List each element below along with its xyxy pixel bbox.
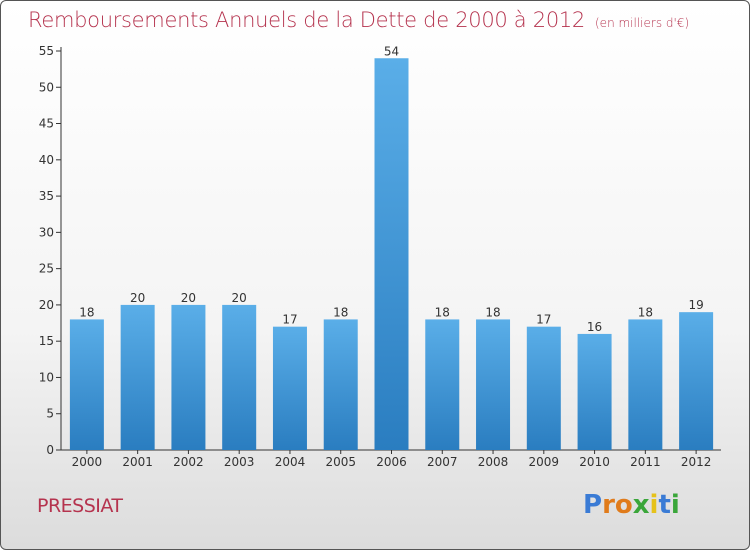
logo-letter: i [649,490,659,520]
y-tick-label: 35 [39,189,54,203]
logo-letter: x [632,490,650,520]
bar [222,304,257,450]
logo-letter: i [670,490,680,520]
x-tick-label: 2007 [427,455,458,469]
bar-value-label: 18 [485,305,500,319]
logo-letter: o [614,490,633,520]
bar [374,58,409,450]
y-tick-label: 5 [46,407,54,421]
bar [628,319,663,450]
y-tick-label: 15 [39,334,54,348]
bar-value-label: 18 [638,305,653,319]
title-text: Remboursements Annuels de la Dette de 20… [28,8,585,32]
bar-value-label: 18 [435,305,450,319]
x-tick-label: 2010 [579,455,610,469]
proxiti-logo: Proxiti [583,490,680,520]
bar-value-label: 17 [282,313,297,327]
y-tick-label: 45 [39,117,54,131]
y-tick-label: 40 [39,153,54,167]
bar-value-label: 17 [536,313,551,327]
logo-letter: P [583,490,603,520]
x-tick-label: 2001 [122,455,153,469]
x-tick-label: 2008 [478,455,509,469]
city-name: PRESSIAT [37,495,123,517]
x-tick-label: 2009 [529,455,560,469]
y-tick-label: 10 [39,370,54,384]
bar-value-label: 18 [79,305,94,319]
bar-value-label: 19 [688,298,703,312]
bar [272,326,307,450]
bar-value-label: 20 [181,291,196,305]
y-tick-label: 50 [39,80,54,94]
bar [120,304,155,450]
x-tick-label: 2003 [224,455,255,469]
x-tick-label: 2006 [376,455,407,469]
chart-subtitle: (en milliers d'€) [595,16,690,30]
logo-letter: t [658,490,671,520]
logo-letter: r [602,490,615,520]
bar-value-label: 18 [333,305,348,319]
bar [69,319,104,450]
bar [323,319,358,450]
bar [526,326,561,450]
bar-value-label: 16 [587,320,602,334]
x-tick-label: 2004 [275,455,306,469]
x-tick-label: 2011 [630,455,661,469]
chart-title: Remboursements Annuels de la Dette de 20… [28,8,689,32]
y-tick-label: 20 [39,298,54,312]
bar [425,319,460,450]
bar [679,312,714,450]
bar-value-label: 20 [130,291,145,305]
bar-value-label: 54 [384,44,399,58]
x-tick-label: 2012 [681,455,712,469]
x-tick-label: 2000 [72,455,103,469]
y-tick-label: 55 [39,44,54,58]
bar [476,319,511,450]
bar [577,333,612,450]
bar [171,304,206,450]
bar-value-label: 20 [232,291,247,305]
y-tick-label: 0 [46,443,54,457]
x-tick-label: 2002 [173,455,204,469]
y-tick-label: 30 [39,225,54,239]
y-tick-label: 25 [39,262,54,276]
x-tick-label: 2005 [325,455,356,469]
